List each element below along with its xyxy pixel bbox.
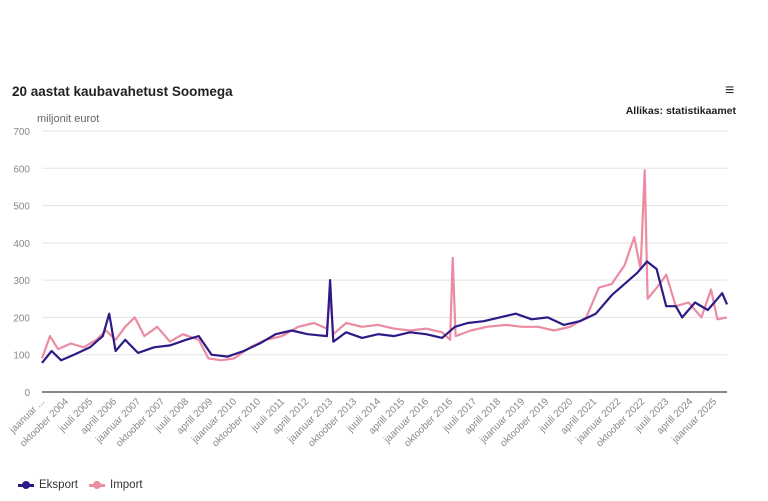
chart-title: 20 aastat kaubavahetust Soomega bbox=[12, 84, 233, 99]
y-tick-label: 500 bbox=[13, 202, 30, 213]
legend-marker-import bbox=[89, 480, 105, 489]
y-tick-label: 700 bbox=[13, 127, 30, 138]
legend-marker-eksport bbox=[18, 480, 34, 489]
legend-label: Import bbox=[110, 479, 143, 491]
series-line-eksport bbox=[41, 260, 729, 364]
y-tick-label: 200 bbox=[13, 313, 30, 324]
y-axis-label: miljonit eurot bbox=[37, 113, 100, 125]
legend-item-eksport[interactable]: Eksport bbox=[18, 479, 78, 491]
source-label: Allikas: statistikaamet bbox=[625, 105, 736, 117]
y-tick-label: 0 bbox=[24, 388, 30, 399]
y-tick-label: 100 bbox=[13, 351, 30, 362]
series-line-import bbox=[40, 169, 728, 362]
hamburger-menu-icon[interactable]: ≡ bbox=[725, 82, 735, 99]
y-tick-label: 400 bbox=[13, 239, 30, 250]
y-tick-label: 600 bbox=[13, 164, 30, 175]
y-tick-label: 300 bbox=[13, 276, 30, 287]
legend-label: Eksport bbox=[39, 479, 78, 491]
legend-item-import[interactable]: Import bbox=[89, 479, 143, 491]
